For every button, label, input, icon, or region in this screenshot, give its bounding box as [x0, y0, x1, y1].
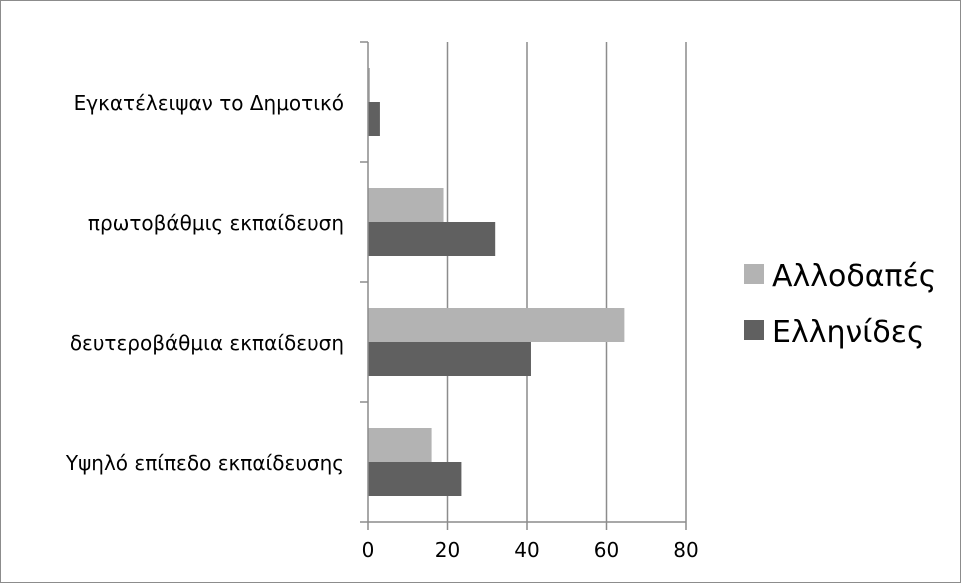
legend-label: Αλλοδαπές — [772, 259, 936, 294]
bar-ellinides — [368, 222, 496, 256]
x-tick-label: 40 — [514, 538, 539, 562]
category-label: δευτεροβάθμια εκπαίδευση — [70, 331, 344, 355]
category-label: Υψηλό επίπεδο εκπαίδευσης — [65, 451, 344, 475]
bar-ellinides — [368, 462, 462, 496]
legend: Αλλοδαπές Ελληνίδες — [744, 259, 936, 350]
x-tick-label: 80 — [673, 538, 698, 562]
bar-ellinides — [368, 342, 531, 376]
gridlines — [446, 42, 687, 522]
x-tick-label: 0 — [362, 538, 375, 562]
category-label: πρωτοβάθμις εκπαίδευση — [88, 211, 344, 235]
bar-ellinides — [368, 102, 380, 136]
bar-allodapes — [368, 308, 625, 342]
bar-allodapes — [368, 188, 444, 222]
x-tick-label: 60 — [594, 538, 619, 562]
x-tick-label: 20 — [435, 538, 460, 562]
category-label: Εγκατέλειψαν το Δημοτικό — [74, 91, 344, 115]
bars — [368, 68, 625, 496]
bar-allodapes — [368, 428, 432, 462]
legend-swatch — [744, 264, 764, 284]
axes — [360, 41, 687, 530]
bar-allodapes — [368, 68, 370, 102]
labels: Εγκατέλειψαν το Δημοτικό πρωτοβάθμις εκπα… — [65, 91, 699, 562]
legend-label: Ελληνίδες — [772, 315, 925, 350]
legend-swatch — [744, 320, 764, 340]
